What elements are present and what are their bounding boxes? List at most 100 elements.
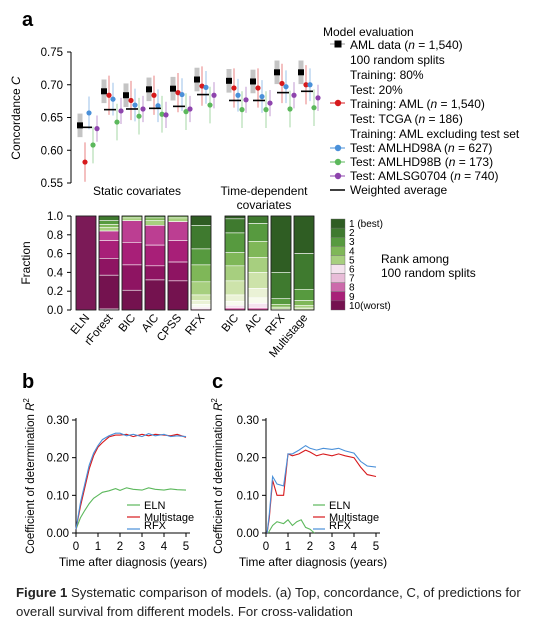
concordance-point	[199, 83, 205, 89]
rank-segment	[121, 217, 143, 222]
concordance-point	[86, 110, 92, 116]
rank-segment	[190, 215, 212, 226]
y-tick-label: 0.10	[47, 490, 69, 502]
y-tick-label: 0.30	[47, 415, 69, 427]
concordance-point	[128, 97, 134, 104]
concordance-point	[114, 119, 120, 125]
rank-segment	[293, 304, 315, 309]
rank-bar-outline	[190, 215, 212, 311]
rank-legend-swatch	[330, 255, 346, 265]
rank-legend-label: 3	[349, 237, 355, 248]
rank-legend-label: 2	[349, 228, 355, 239]
rank-legend-swatch	[330, 227, 346, 238]
rank-segment	[247, 215, 269, 224]
concordance-point	[175, 90, 181, 96]
series-line-multistage	[266, 449, 377, 534]
legend-test-sg0704: Test: AMLSG0704 (n = 740)	[350, 169, 498, 183]
concordance-point	[303, 82, 309, 88]
x-tick-label: 0	[73, 541, 79, 553]
fraction-tick-label: 0.6	[47, 249, 63, 261]
rank-segment	[167, 280, 189, 311]
concordance-point	[106, 92, 112, 98]
b-ticks: 0.00 0.10 0.20 0.30 0 1 2 3 4 5	[47, 415, 190, 553]
rank-bar-outline	[98, 215, 120, 311]
rank-segment	[144, 220, 166, 226]
rank-bar-outline	[75, 215, 97, 311]
concordance-point	[136, 113, 142, 119]
legend-weighted: Weighted average	[350, 183, 448, 197]
fraction-tick-label: 0.0	[47, 305, 63, 317]
rank-segment	[190, 304, 212, 308]
legend-test-tcga: Test: TCGA (n = 186)	[350, 112, 463, 126]
rank-segment	[247, 241, 269, 258]
rank-legend-label: 4	[349, 246, 355, 257]
rank-segment	[144, 265, 166, 281]
concordance-point	[140, 106, 146, 112]
c-legend: ELN Multistage RFX	[313, 500, 379, 532]
x-tick-label: 5	[373, 541, 379, 553]
rank-legend-label: 7	[349, 274, 355, 285]
concordance-plot: 0.55 0.60 0.65 0.70 0.75 Concordance C Stati…	[9, 47, 321, 212]
rank-segment	[190, 248, 212, 266]
concordance-point-aml	[226, 77, 232, 84]
concordance-point	[94, 126, 100, 132]
model-evaluation-legend: Model evaluation AML data (n = 1,540) 10…	[323, 25, 520, 197]
legend-aml: AML data (n = 1,540)	[350, 38, 463, 52]
legend-marker-sg0704	[334, 172, 342, 180]
rank-segment	[190, 294, 212, 301]
rank-segment	[224, 265, 246, 282]
concordance-point	[315, 95, 321, 101]
rank-segment	[270, 215, 292, 273]
x-tick-label: 1	[285, 541, 291, 553]
group-label-static: Static covariates	[93, 184, 181, 198]
rank-legend-label: 5	[349, 255, 355, 266]
model-x-label: AIC	[243, 312, 265, 334]
figure-caption: Figure 1 Systematic comparison of models…	[16, 583, 526, 621]
rank-segment	[98, 220, 120, 225]
rank-segment	[224, 304, 246, 309]
c-legend-multistage: Multistage	[329, 512, 379, 524]
fraction-y-label: Fraction	[19, 241, 33, 284]
concordance-point	[307, 82, 313, 88]
rank-segment	[144, 217, 166, 222]
rank-segment	[98, 257, 120, 276]
x-tick-label: 5	[183, 541, 189, 553]
rank-segment	[247, 288, 269, 299]
y-tick-label: 0.10	[237, 490, 259, 502]
fraction-tick-label: 0.8	[47, 230, 63, 242]
series-line-rfx	[75, 432, 187, 530]
rank-segment	[98, 226, 120, 232]
rank-segment	[144, 244, 166, 267]
rank-legend-swatch	[330, 236, 346, 247]
rank-segment	[247, 297, 269, 304]
concordance-point	[235, 92, 241, 98]
y-tick-label: 0.30	[237, 415, 259, 427]
rank-segment	[98, 274, 120, 310]
concordance-tick-label: 0.75	[41, 47, 63, 59]
concordance-point	[179, 91, 185, 98]
y-tick-label: 0.20	[237, 453, 259, 465]
rank-segment	[224, 280, 246, 296]
rank-legend-swatch	[330, 246, 346, 256]
rank-segment	[293, 289, 315, 301]
concordance-point	[283, 84, 289, 90]
rank-segment	[75, 215, 97, 311]
rank-segment	[247, 223, 269, 242]
b-x-label: Time after diagnosis (years)	[59, 555, 207, 569]
rank-bar-outline	[144, 215, 166, 311]
concordance-point	[155, 103, 161, 109]
model-x-label: BIC	[220, 312, 242, 334]
concordance-y-ticks: 0.55 0.60 0.65 0.70 0.75	[41, 47, 71, 190]
y-tick-label: 0.20	[47, 453, 69, 465]
x-tick-label: 4	[351, 541, 358, 553]
b-legend: ELN Multistage RFX	[127, 500, 194, 532]
b-y-label: Coefficient of determination R2	[22, 398, 37, 554]
fraction-tick-label: 0.4	[47, 267, 64, 279]
x-tick-label: 0	[263, 541, 269, 553]
concordance-point	[151, 92, 157, 98]
legend-title: Model evaluation	[323, 25, 414, 39]
figure: a b c 0.550.600.650.700.75 Concordance C…	[9, 9, 520, 569]
concordance-point-aml	[298, 69, 304, 76]
